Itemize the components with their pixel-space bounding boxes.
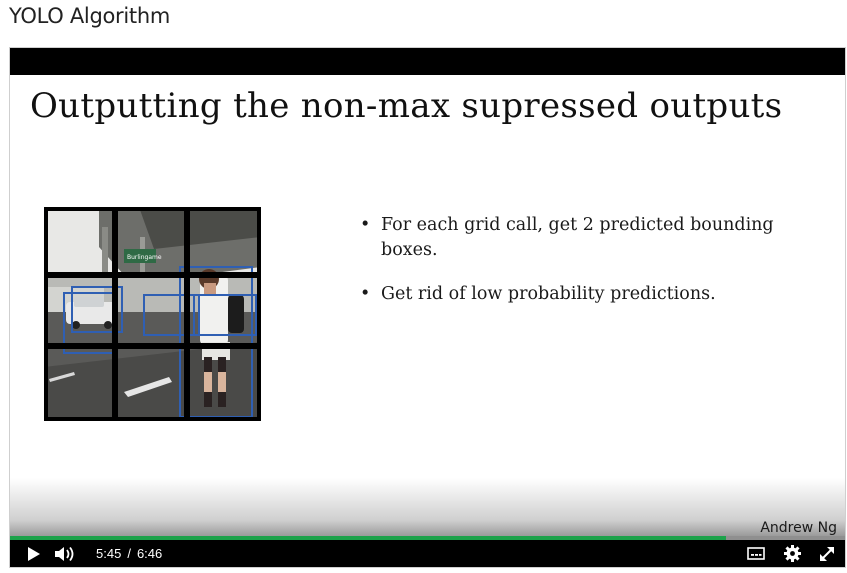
time-display: 5:45 / 6:46 [96,540,162,567]
settings-icon [783,545,801,562]
fullscreen-icon [820,546,834,561]
play-button[interactable] [22,540,44,567]
volume-button[interactable] [52,540,78,567]
captions-icon [747,547,765,560]
svg-text:Burlingame: Burlingame [127,254,162,261]
bullet-item: • For each grid call, get 2 predicted bo… [356,213,816,263]
control-bar: 5:45 / 6:46 [10,540,845,567]
fullscreen-button[interactable] [816,540,838,567]
progress-fill [10,536,726,540]
bullet-text: Get rid of low probability predictions. [381,284,716,304]
controls-gradient [10,478,845,538]
time-separator: / [127,546,131,561]
page-title: YOLO Algorithm [9,4,171,28]
bullet-item: • Get rid of low probability predictions… [356,282,816,307]
volume-icon [54,546,73,561]
player-top-bar [10,48,845,75]
duration: 6:46 [136,546,163,561]
play-icon [27,546,40,561]
slide-title: Outputting the non-max supressed outputs [30,86,783,126]
bullet-marker: • [360,215,371,235]
bullet-marker: • [360,284,371,304]
progress-bar[interactable] [10,536,845,540]
street-scene-image: Burlingame [44,207,261,421]
instructor-name: Andrew Ng [760,520,837,536]
settings-button[interactable] [781,540,803,567]
captions-button[interactable] [745,540,767,567]
current-time: 5:45 [96,546,122,561]
street-scene-graphic: Burlingame [44,207,261,421]
bullet-text: For each grid call, get 2 predicted boun… [381,215,774,260]
bullet-list: • For each grid call, get 2 predicted bo… [356,213,816,326]
video-player[interactable]: Outputting the non-max supressed outputs… [9,47,846,568]
